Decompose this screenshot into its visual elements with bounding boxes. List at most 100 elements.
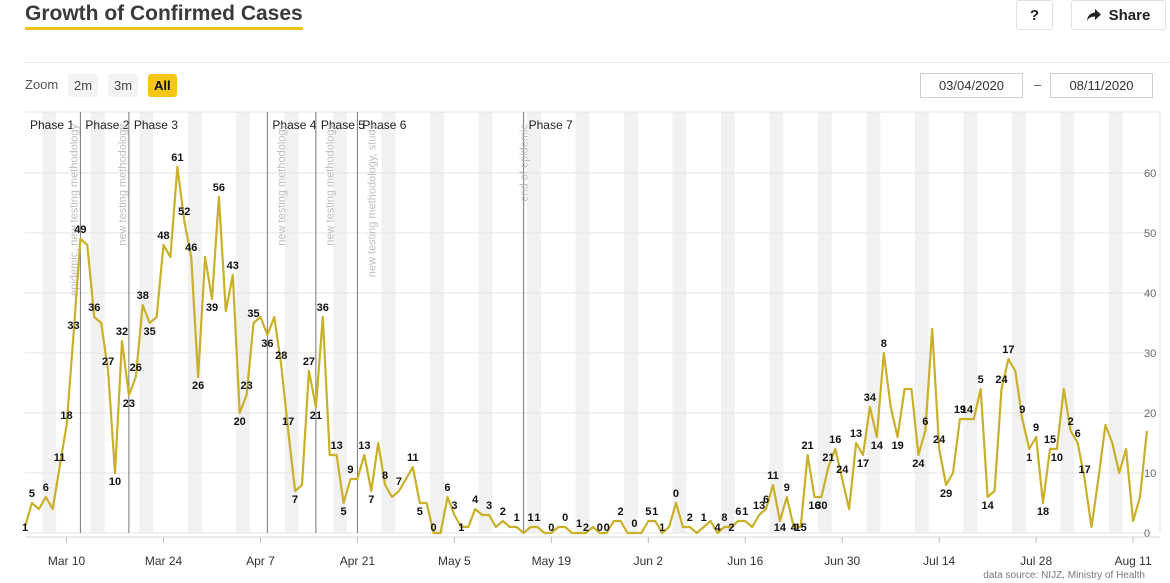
data-label: 1: [1026, 452, 1032, 464]
data-label: 15: [1044, 434, 1056, 446]
y-tick-label: 50: [1144, 228, 1156, 240]
zoom-label: Zoom: [25, 77, 59, 92]
data-label: 19: [954, 404, 966, 416]
data-label: 13: [331, 440, 343, 452]
data-label: 6: [735, 506, 741, 518]
data-label: 5: [29, 488, 35, 500]
zoom-2m-button[interactable]: 2m: [68, 74, 99, 97]
data-label: 48: [157, 230, 169, 242]
chart-title: Growth of Confirmed Cases: [25, 2, 303, 30]
data-label: 1: [652, 506, 658, 518]
y-tick-label: 60: [1144, 168, 1156, 180]
weekend-band: [963, 112, 971, 533]
data-label: 16: [808, 500, 820, 512]
weekend-band: [727, 112, 735, 533]
data-label: 39: [206, 302, 218, 314]
x-tick-label: May 5: [438, 554, 471, 568]
phase-label: Phase 4: [272, 118, 316, 132]
weekend-band: [478, 112, 486, 533]
phase-label: Phase 1: [30, 118, 74, 132]
weekend-band: [139, 112, 147, 533]
y-tick-label: 40: [1144, 288, 1156, 300]
data-label: 15: [795, 522, 807, 534]
data-label: 9: [347, 464, 353, 476]
phase-label: Phase 5: [321, 118, 365, 132]
weekend-band: [582, 112, 590, 533]
cases-series-line: [23, 165, 1148, 535]
data-label: 0: [604, 522, 610, 534]
data-label: 7: [396, 476, 402, 488]
annotation-label: new testing methodology: [117, 124, 129, 246]
data-label: 56: [213, 182, 225, 194]
data-label: 24: [995, 374, 1008, 386]
data-label: 35: [247, 308, 259, 320]
zoom-all-button[interactable]: All: [148, 74, 177, 97]
data-label: 33: [67, 320, 79, 332]
help-button[interactable]: ?: [1016, 0, 1053, 30]
data-label: 1: [527, 512, 533, 524]
data-label: 16: [829, 434, 841, 446]
annotation-label: new testing methodology, study: [366, 124, 378, 278]
data-label: 36: [88, 302, 100, 314]
weekend-band: [437, 112, 444, 533]
data-label: 23: [240, 380, 252, 392]
data-label: 7: [368, 494, 374, 506]
share-button[interactable]: Share: [1071, 0, 1166, 30]
data-label: 17: [1002, 344, 1014, 356]
data-label: 8: [382, 470, 388, 482]
data-label: 1: [742, 506, 748, 518]
range-from-input[interactable]: 03/04/2020: [920, 73, 1023, 98]
data-label: 38: [137, 290, 149, 302]
data-label: 0: [631, 518, 637, 530]
data-label: 27: [303, 356, 315, 368]
range-separator: –: [1034, 77, 1042, 92]
data-label: 34: [864, 392, 877, 404]
data-label: 43: [227, 260, 239, 272]
zoom-3m-button[interactable]: 3m: [108, 74, 139, 97]
weekend-band: [679, 112, 687, 533]
weekend-band: [575, 112, 583, 533]
weekend-band: [42, 112, 50, 533]
data-label: 36: [317, 302, 329, 314]
data-label: 21: [801, 440, 813, 452]
data-label: 11: [767, 470, 779, 482]
data-label: 5: [417, 506, 423, 518]
data-label: 2: [728, 522, 734, 534]
weekend-band: [194, 112, 202, 533]
data-label: 13: [753, 500, 765, 512]
data-label: 14: [961, 404, 974, 416]
data-label: 28: [275, 350, 287, 362]
data-label: 9: [784, 482, 790, 494]
weekend-band: [291, 112, 299, 533]
data-label: 0: [548, 522, 554, 534]
range-to-input[interactable]: 08/11/2020: [1050, 73, 1153, 98]
data-label: 18: [1037, 506, 1049, 518]
data-label: 3: [451, 500, 457, 512]
data-label: 61: [171, 152, 183, 164]
data-label: 4: [472, 494, 479, 506]
share-label: Share: [1108, 6, 1151, 24]
weekend-band: [243, 112, 251, 533]
annotation-label: end of epidemic: [519, 124, 531, 202]
data-label: 14: [871, 440, 884, 452]
data-label: 7: [292, 494, 298, 506]
data-label: 2: [500, 506, 506, 518]
x-tick-label: Apr 7: [246, 554, 275, 568]
data-label: 26: [130, 362, 142, 374]
x-tick-label: Aug 11: [1114, 554, 1151, 568]
weekend-band: [485, 112, 493, 533]
data-label: 32: [116, 326, 128, 338]
data-label: 0: [431, 522, 437, 534]
weekend-band: [1067, 112, 1075, 533]
x-tick-label: Apr 21: [340, 554, 376, 568]
data-label: 14: [774, 522, 787, 534]
data-label: 6: [922, 416, 928, 428]
weekend-band: [1115, 112, 1123, 533]
data-label: 5: [645, 506, 651, 518]
annotation-label: epidemic, new testing methodology: [68, 124, 80, 296]
weekend-band: [1108, 112, 1116, 533]
data-label: 10: [109, 476, 121, 488]
weekend-band: [1060, 112, 1068, 533]
data-label: 17: [282, 416, 294, 428]
